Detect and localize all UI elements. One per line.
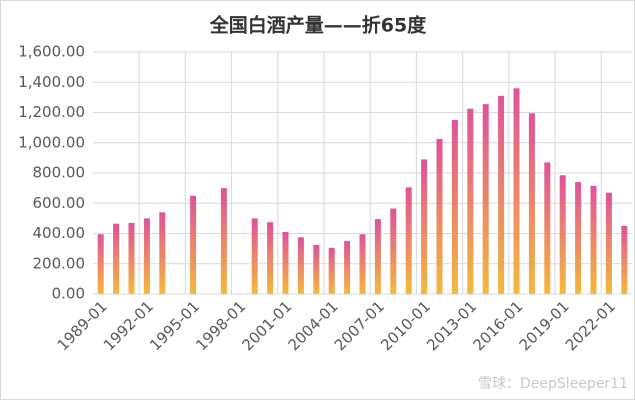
bar <box>451 120 458 294</box>
bar <box>482 104 489 295</box>
bar <box>267 222 274 294</box>
y-tick-label: 1,200.00 <box>18 103 85 121</box>
watermark: 雪球：DeepSleeper11 <box>478 376 628 392</box>
y-tick-label: 0.00 <box>52 285 85 303</box>
bar <box>359 234 366 294</box>
bar <box>467 108 474 294</box>
y-tick-label: 800.00 <box>33 164 86 182</box>
bar <box>328 247 335 294</box>
y-tick-label: 1,600.00 <box>18 43 85 61</box>
bar <box>528 113 535 294</box>
bar <box>297 237 304 294</box>
bar <box>621 225 628 294</box>
bar <box>159 212 166 294</box>
bar <box>590 185 597 294</box>
bar <box>559 175 566 294</box>
bar <box>220 188 227 294</box>
bar <box>97 234 104 294</box>
bar <box>113 223 120 294</box>
bar <box>313 244 320 294</box>
bar <box>605 192 612 294</box>
bar <box>390 208 397 294</box>
bar <box>344 241 351 294</box>
bar <box>251 218 258 294</box>
y-tick-label: 600.00 <box>33 194 86 212</box>
bar <box>436 138 443 294</box>
bar <box>143 218 150 294</box>
bar <box>128 222 135 294</box>
bar <box>575 182 582 294</box>
bar <box>282 231 289 294</box>
y-tick-label: 1,000.00 <box>18 133 85 151</box>
bar <box>421 159 428 294</box>
bar <box>498 95 505 294</box>
y-tick-label: 200.00 <box>33 254 86 272</box>
chart-title: 全国白酒产量——折65度 <box>209 14 427 37</box>
y-tick-label: 1,400.00 <box>18 73 85 91</box>
bar <box>544 162 551 294</box>
bar <box>513 88 520 294</box>
bar <box>374 219 381 294</box>
bar <box>405 187 412 294</box>
y-tick-label: 400.00 <box>33 224 86 242</box>
bar <box>190 195 197 294</box>
